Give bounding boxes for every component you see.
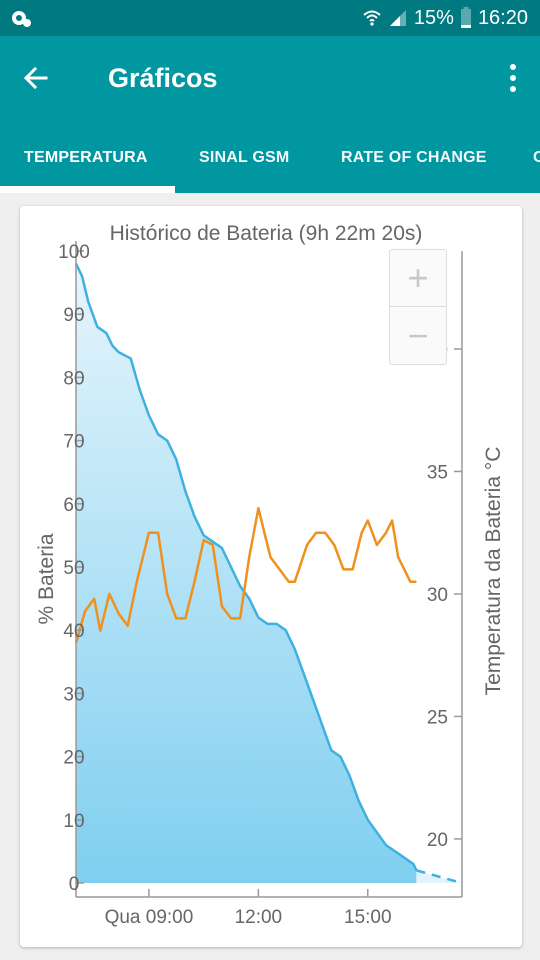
arrow-back-icon[interactable] (18, 60, 54, 96)
battery-percent: 15% (413, 6, 454, 29)
chart-title: Histórico de Bateria (9h 22m 20s) (110, 222, 423, 245)
y-axis-label: % Bateria (35, 533, 58, 624)
tab-rate-of-change[interactable]: RATE OF CHANGE (341, 149, 487, 166)
y-tick-label: 90 (63, 305, 84, 326)
y2-axis-label: Temperatura da Bateria °C (482, 447, 505, 696)
tab-sinal-gsm[interactable]: SINAL GSM (199, 149, 290, 166)
y-tick-label: 10 (63, 811, 84, 832)
zoom-controls: + − (389, 249, 447, 365)
x-tick-label: 12:00 (235, 907, 283, 928)
signal-icon (389, 10, 406, 26)
y-tick-label: 50 (63, 558, 84, 579)
notification-icon (12, 11, 31, 27)
tab-partial[interactable]: C (533, 149, 540, 166)
y-tick-label: 60 (63, 495, 84, 516)
y-tick-label: 100 (58, 242, 90, 263)
battery-icon (460, 7, 471, 28)
battery-history-chart[interactable]: 01020304050607080901002025303540Qua 09:0… (20, 206, 522, 947)
battery-area (76, 263, 417, 884)
y-tick-label: 20 (63, 748, 84, 769)
y2-tick-label: 20 (427, 830, 448, 851)
y2-tick-label: 25 (427, 707, 448, 728)
y-tick-label: 80 (63, 368, 84, 389)
y-tick-label: 30 (63, 684, 84, 705)
x-tick-label: Qua 09:00 (105, 907, 194, 928)
x-tick-label: 15:00 (344, 907, 392, 928)
wifi-icon (363, 10, 381, 26)
status-bar: 15% 16:20 (0, 0, 540, 36)
clock: 16:20 (477, 6, 528, 29)
projection-line (416, 869, 463, 885)
tab-indicator (0, 186, 175, 193)
tab-temperatura[interactable]: TEMPERATURA (24, 149, 148, 166)
zoom-in-button[interactable]: + (390, 250, 446, 307)
tab-bar: TEMPERATURA SINAL GSM RATE OF CHANGE C (0, 122, 540, 193)
chart-card: 01020304050607080901002025303540Qua 09:0… (20, 206, 522, 947)
y-tick-label: 70 (63, 432, 84, 453)
page-title: Gráficos (108, 63, 218, 93)
temperature-series-line (74, 506, 417, 644)
app-bar: Gráficos (0, 36, 540, 122)
y2-tick-label: 30 (427, 585, 448, 606)
y2-tick-label: 35 (427, 462, 448, 483)
zoom-out-button[interactable]: − (407, 314, 429, 356)
y-tick-label: 0 (69, 874, 80, 895)
more-vert-icon[interactable] (506, 62, 520, 94)
y-tick-label: 40 (63, 621, 84, 642)
